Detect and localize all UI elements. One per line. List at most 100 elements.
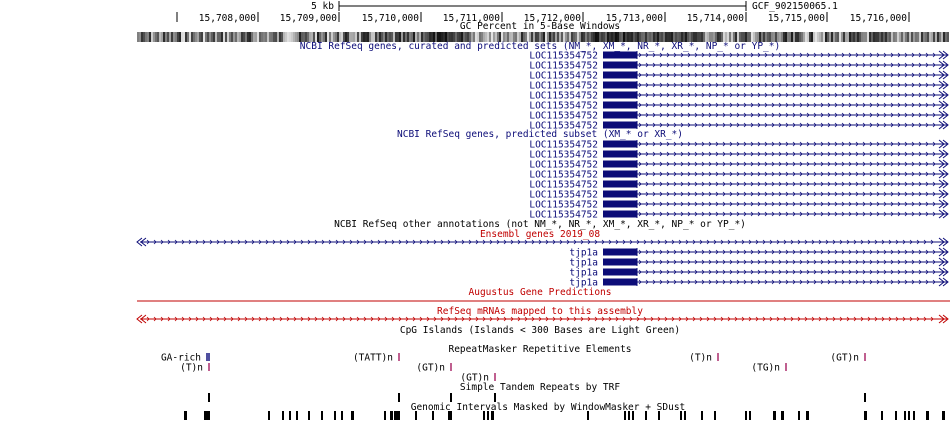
gene-row[interactable]: LOC115354752: [529, 101, 949, 112]
strand-arrow: [426, 316, 430, 322]
gene-row[interactable]: LOC115354752: [529, 111, 949, 122]
gc-window: [651, 32, 653, 42]
gc-window: [919, 32, 921, 42]
clipped-end-arrow: [938, 149, 949, 159]
trf-track[interactable]: [208, 393, 866, 402]
strand-arrow: [638, 151, 642, 157]
gc-window: [789, 32, 791, 42]
strand-arrow: [778, 151, 782, 157]
gene-row[interactable]: LOC115354752: [529, 180, 949, 191]
refseq-other-title[interactable]: NCBI RefSeq other annotations (not NM_*,…: [334, 219, 746, 230]
repeat-element[interactable]: (TATT)n: [353, 353, 400, 364]
gene-row[interactable]: LOC115354752: [529, 200, 949, 211]
repeat-element[interactable]: (T)n: [689, 353, 719, 364]
strand-arrow: [680, 269, 684, 275]
gc-window: [885, 32, 887, 42]
trf-title[interactable]: Simple Tandem Repeats by TRF: [460, 382, 620, 393]
ensembl-title[interactable]: Ensembl genes 2019_08: [480, 229, 600, 240]
gc-window: [945, 32, 947, 42]
gene-row[interactable]: LOC115354752: [529, 91, 949, 102]
gene-row[interactable]: tjp1a: [569, 268, 949, 279]
strand-arrow: [897, 211, 901, 217]
strand-arrow: [743, 201, 747, 207]
strand-arrow: [757, 201, 761, 207]
repeat-element[interactable]: (GT)n: [830, 353, 866, 364]
gene-row[interactable]: LOC115354752: [529, 121, 949, 132]
gene-row[interactable]: LOC115354752: [529, 51, 949, 62]
windowmasker-track[interactable]: [184, 411, 945, 420]
gene-row[interactable]: LOC115354752: [529, 140, 949, 151]
gc-window: [639, 32, 641, 42]
gene-row[interactable]: LOC115354752: [529, 160, 949, 171]
strand-arrow: [827, 191, 831, 197]
strand-arrow: [687, 82, 691, 88]
gene-row[interactable]: tjp1a: [569, 258, 949, 269]
gc-window: [937, 32, 939, 42]
strand-arrow: [645, 82, 649, 88]
refseq-predicted-title[interactable]: NCBI RefSeq genes, predicted subset (XM_…: [397, 129, 683, 140]
strand-arrow: [848, 259, 852, 265]
strand-arrow: [792, 211, 796, 217]
repeat-element[interactable]: (T)n: [180, 363, 210, 374]
strand-arrow: [876, 161, 880, 167]
refseq-all-title[interactable]: NCBI RefSeq genes, curated and predicted…: [300, 41, 780, 52]
gene-row[interactable]: LOC115354752: [529, 81, 949, 92]
strand-arrow: [736, 92, 740, 98]
gc-window: [729, 32, 731, 42]
refseq-predicted-track[interactable]: LOC115354752LOC115354752LOC115354752LOC1…: [529, 140, 949, 221]
gene-row[interactable]: LOC115354752: [529, 170, 949, 181]
gc-window: [465, 32, 467, 42]
strand-arrow: [820, 211, 824, 217]
strand-arrow: [680, 151, 684, 157]
strand-arrow: [778, 259, 782, 265]
strand-arrow: [925, 161, 929, 167]
gc-percent-track[interactable]: [137, 32, 949, 42]
strand-arrow: [659, 102, 663, 108]
gc-window: [835, 32, 837, 42]
gene-row[interactable]: LOC115354752: [529, 210, 949, 221]
strand-arrow: [552, 239, 556, 245]
gene-row[interactable]: LOC115354752: [529, 149, 949, 161]
windowmasker-title[interactable]: Genomic Intervals Masked by WindowMasker…: [411, 402, 686, 413]
augustus-title[interactable]: Augustus Gene Predictions: [469, 287, 612, 298]
strand-arrow: [673, 201, 677, 207]
strand-arrow: [820, 171, 824, 177]
strand-arrow: [748, 316, 752, 322]
repeatmasker-title[interactable]: RepeatMasker Repetitive Elements: [448, 344, 631, 355]
gene-row[interactable]: LOC115354752: [529, 190, 949, 201]
repeat-element[interactable]: (GT)n: [460, 373, 496, 384]
strand-arrow: [694, 181, 698, 187]
repeat-element[interactable]: (TG)n: [751, 363, 787, 374]
strand-arrow: [638, 201, 642, 207]
gene-row[interactable]: LOC115354752: [529, 61, 949, 72]
cpg-title[interactable]: CpG Islands (Islands < 300 Bases are Lig…: [400, 325, 680, 336]
gc-window: [569, 32, 571, 42]
strand-arrow: [757, 171, 761, 177]
gene-row[interactable]: tjp1a: [569, 248, 949, 259]
gc-track-title[interactable]: GC Percent in 5-Base Windows: [460, 21, 620, 32]
refseq-mrna-title[interactable]: RefSeq mRNAs mapped to this assembly: [437, 306, 643, 317]
gene-row[interactable]: tjp1a: [569, 278, 949, 289]
gc-window: [217, 32, 219, 42]
strand-arrow: [820, 141, 824, 147]
gc-window: [477, 32, 479, 42]
gc-window: [613, 32, 615, 42]
strand-arrow: [223, 316, 227, 322]
refseq-mrna-track[interactable]: [136, 314, 949, 324]
strand-arrow: [638, 52, 642, 58]
refseq-all-track[interactable]: LOC115354752LOC115354752LOC115354752LOC1…: [529, 51, 949, 132]
gc-window: [757, 32, 759, 42]
repeatmasker-track[interactable]: GA-rich (TATT)n (T)n (GT)n (T)n (GT)n (TG)n (GT…: [161, 353, 866, 384]
strand-arrow: [673, 52, 677, 58]
repeat-element[interactable]: GA-rich: [161, 353, 210, 364]
strand-arrow: [356, 239, 360, 245]
strand-arrow: [764, 201, 768, 207]
strand-arrow: [517, 316, 521, 322]
strand-arrow: [666, 82, 670, 88]
repeat-element[interactable]: (GT)n: [416, 363, 452, 374]
strand-arrow: [398, 239, 402, 245]
gene-row[interactable]: LOC115354752: [529, 71, 949, 82]
strand-arrow: [897, 92, 901, 98]
strand-arrow: [813, 181, 817, 187]
